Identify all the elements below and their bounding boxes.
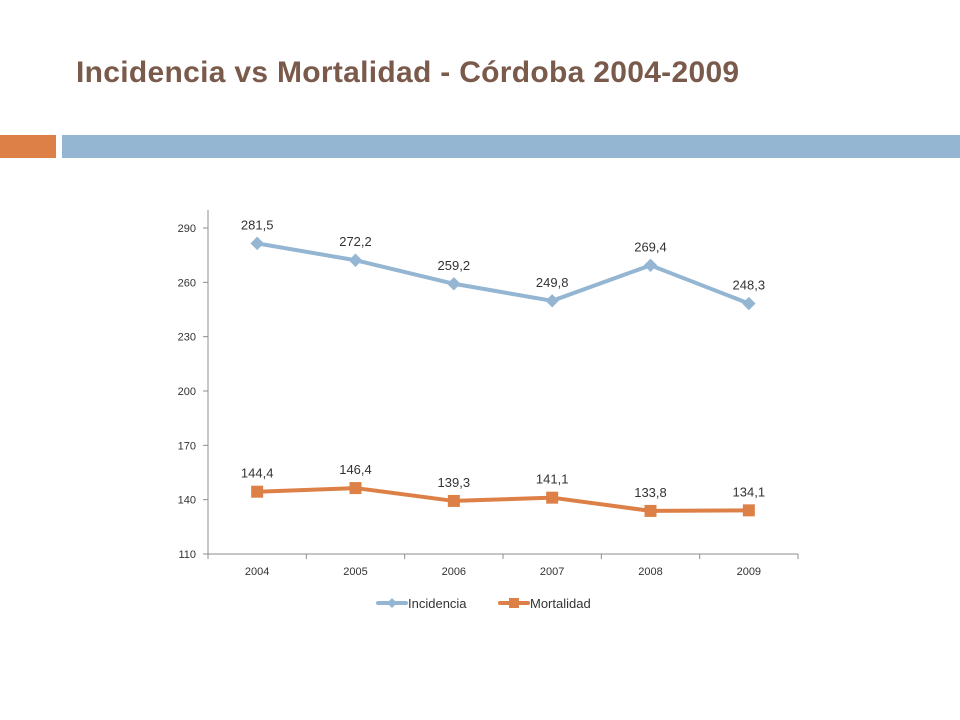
series-line-incidencia [255, 241, 751, 306]
data-label-mortalidad: 144,4 [241, 466, 274, 481]
data-label-mortalidad: 141,1 [536, 472, 569, 487]
y-tick-label: 200 [178, 386, 196, 398]
x-tick-label: 2008 [638, 566, 662, 578]
y-tick-label: 290 [178, 223, 196, 235]
y-tick-label: 110 [178, 549, 196, 561]
data-point-mortalidad [251, 485, 264, 498]
data-point-incidencia [643, 258, 658, 273]
series-line-mortalidad [255, 486, 751, 513]
data-label-incidencia: 281,5 [241, 217, 274, 232]
x-tick-label: 2005 [343, 566, 367, 578]
data-point-mortalidad [644, 504, 657, 517]
chart-axes: 110 140 170 200 230 260 290 2004 2005 2006 2007 200… [178, 210, 799, 578]
data-label-incidencia: 249,8 [536, 275, 569, 290]
data-label-incidencia: 259,2 [438, 258, 471, 273]
y-tick-label: 230 [178, 332, 196, 344]
x-tick-label: 2004 [245, 566, 269, 578]
legend-label: Mortalidad [530, 596, 591, 611]
data-point-mortalidad [349, 482, 362, 495]
data-label-incidencia: 272,2 [339, 234, 372, 249]
data-point-mortalidad [742, 504, 755, 517]
accent-bar-orange [0, 135, 56, 158]
accent-bar-blue [62, 135, 960, 158]
data-label-mortalidad: 134,1 [733, 484, 766, 499]
data-point-incidencia [250, 236, 264, 251]
data-label-mortalidad: 146,4 [339, 462, 372, 477]
data-label-incidencia: 248,3 [733, 278, 766, 293]
y-tick-label: 170 [178, 440, 196, 452]
data-point-incidencia [742, 296, 756, 311]
x-tick-label: 2007 [540, 566, 564, 578]
legend-label: Incidencia [408, 596, 467, 611]
data-point-mortalidad [447, 494, 460, 507]
y-tick-label: 260 [178, 277, 196, 289]
legend-marker [387, 598, 397, 608]
y-tick-label: 140 [178, 495, 196, 507]
data-label-mortalidad: 139,3 [438, 475, 471, 490]
data-point-incidencia [447, 277, 461, 291]
chart-series: 281,5 272,2 259,2 249,8 269,4 248,3 144,4 146,4… [241, 217, 765, 517]
slide-title: Incidencia vs Mortalidad - Córdoba 2004-… [76, 56, 740, 89]
legend-item-mortalidad: Mortalidad [498, 596, 591, 611]
legend-item-incidencia: Incidencia [376, 596, 467, 611]
data-point-incidencia [348, 253, 363, 267]
data-point-mortalidad [546, 491, 559, 504]
data-label-incidencia: 269,4 [634, 239, 667, 254]
chart-legend: Incidencia Mortalidad [376, 596, 591, 611]
data-point-incidencia [545, 294, 559, 308]
x-tick-label: 2009 [737, 566, 761, 578]
legend-marker [509, 598, 519, 608]
x-tick-label: 2006 [442, 566, 466, 578]
data-label-mortalidad: 133,8 [634, 485, 667, 500]
